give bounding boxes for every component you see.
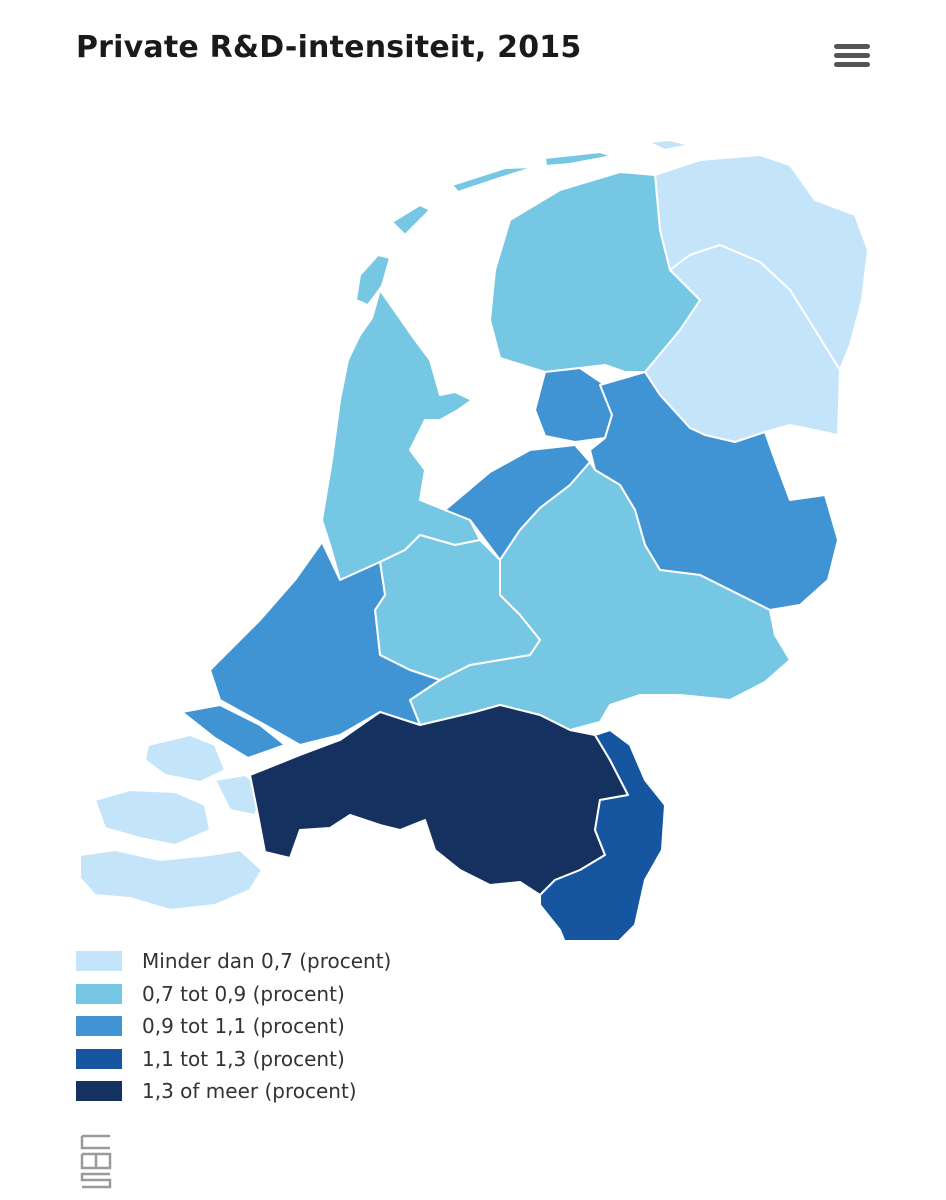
region-limburg[interactable] (539, 729, 666, 940)
legend-label: 1,3 of meer (procent) (142, 1079, 357, 1104)
region-noord-holland-island[interactable] (355, 254, 391, 306)
menu-bar (834, 44, 870, 49)
region-friesland-island[interactable] (544, 151, 613, 167)
legend-item: 1,1 tot 1,3 (procent) (76, 1043, 391, 1076)
region-flevoland-noordoostpolder[interactable] (534, 367, 613, 443)
region-zeeland-island[interactable] (144, 734, 226, 783)
page-title: Private R&D-intensiteit, 2015 (76, 30, 582, 65)
region-zeeland-island[interactable] (94, 789, 211, 846)
legend-item: Minder dan 0,7 (procent) (76, 945, 391, 978)
menu-bar (834, 62, 870, 67)
legend-swatch (76, 1016, 122, 1037)
menu-bar (834, 53, 870, 58)
region-zuid-holland-island[interactable] (181, 704, 286, 759)
region-groningen-island[interactable] (647, 139, 691, 151)
legend-item: 0,7 tot 0,9 (procent) (76, 978, 391, 1011)
legend-label: 1,1 tot 1,3 (procent) (142, 1046, 345, 1071)
legend-swatch (76, 1048, 122, 1069)
netherlands-map (79, 139, 869, 940)
region-friesland-island[interactable] (451, 166, 536, 193)
legend-label: 0,9 tot 1,1 (procent) (142, 1014, 345, 1039)
legend-label: Minder dan 0,7 (procent) (142, 949, 392, 974)
map-legend: Minder dan 0,7 (procent) 0,7 tot 0,9 (pr… (76, 945, 391, 1108)
region-noord-holland[interactable] (321, 289, 481, 581)
legend-item: 0,9 tot 1,1 (procent) (76, 1010, 391, 1043)
hamburger-menu-icon[interactable] (834, 44, 870, 74)
region-zeeland-flanders[interactable] (79, 849, 263, 911)
legend-label: 0,7 tot 0,9 (procent) (142, 981, 345, 1006)
legend-swatch (76, 951, 122, 972)
legend-swatch (76, 1081, 122, 1102)
cbs-logo (80, 1134, 112, 1189)
legend-swatch (76, 983, 122, 1004)
legend-item: 1,3 of meer (procent) (76, 1075, 391, 1108)
region-noord-holland-island[interactable] (391, 204, 431, 236)
